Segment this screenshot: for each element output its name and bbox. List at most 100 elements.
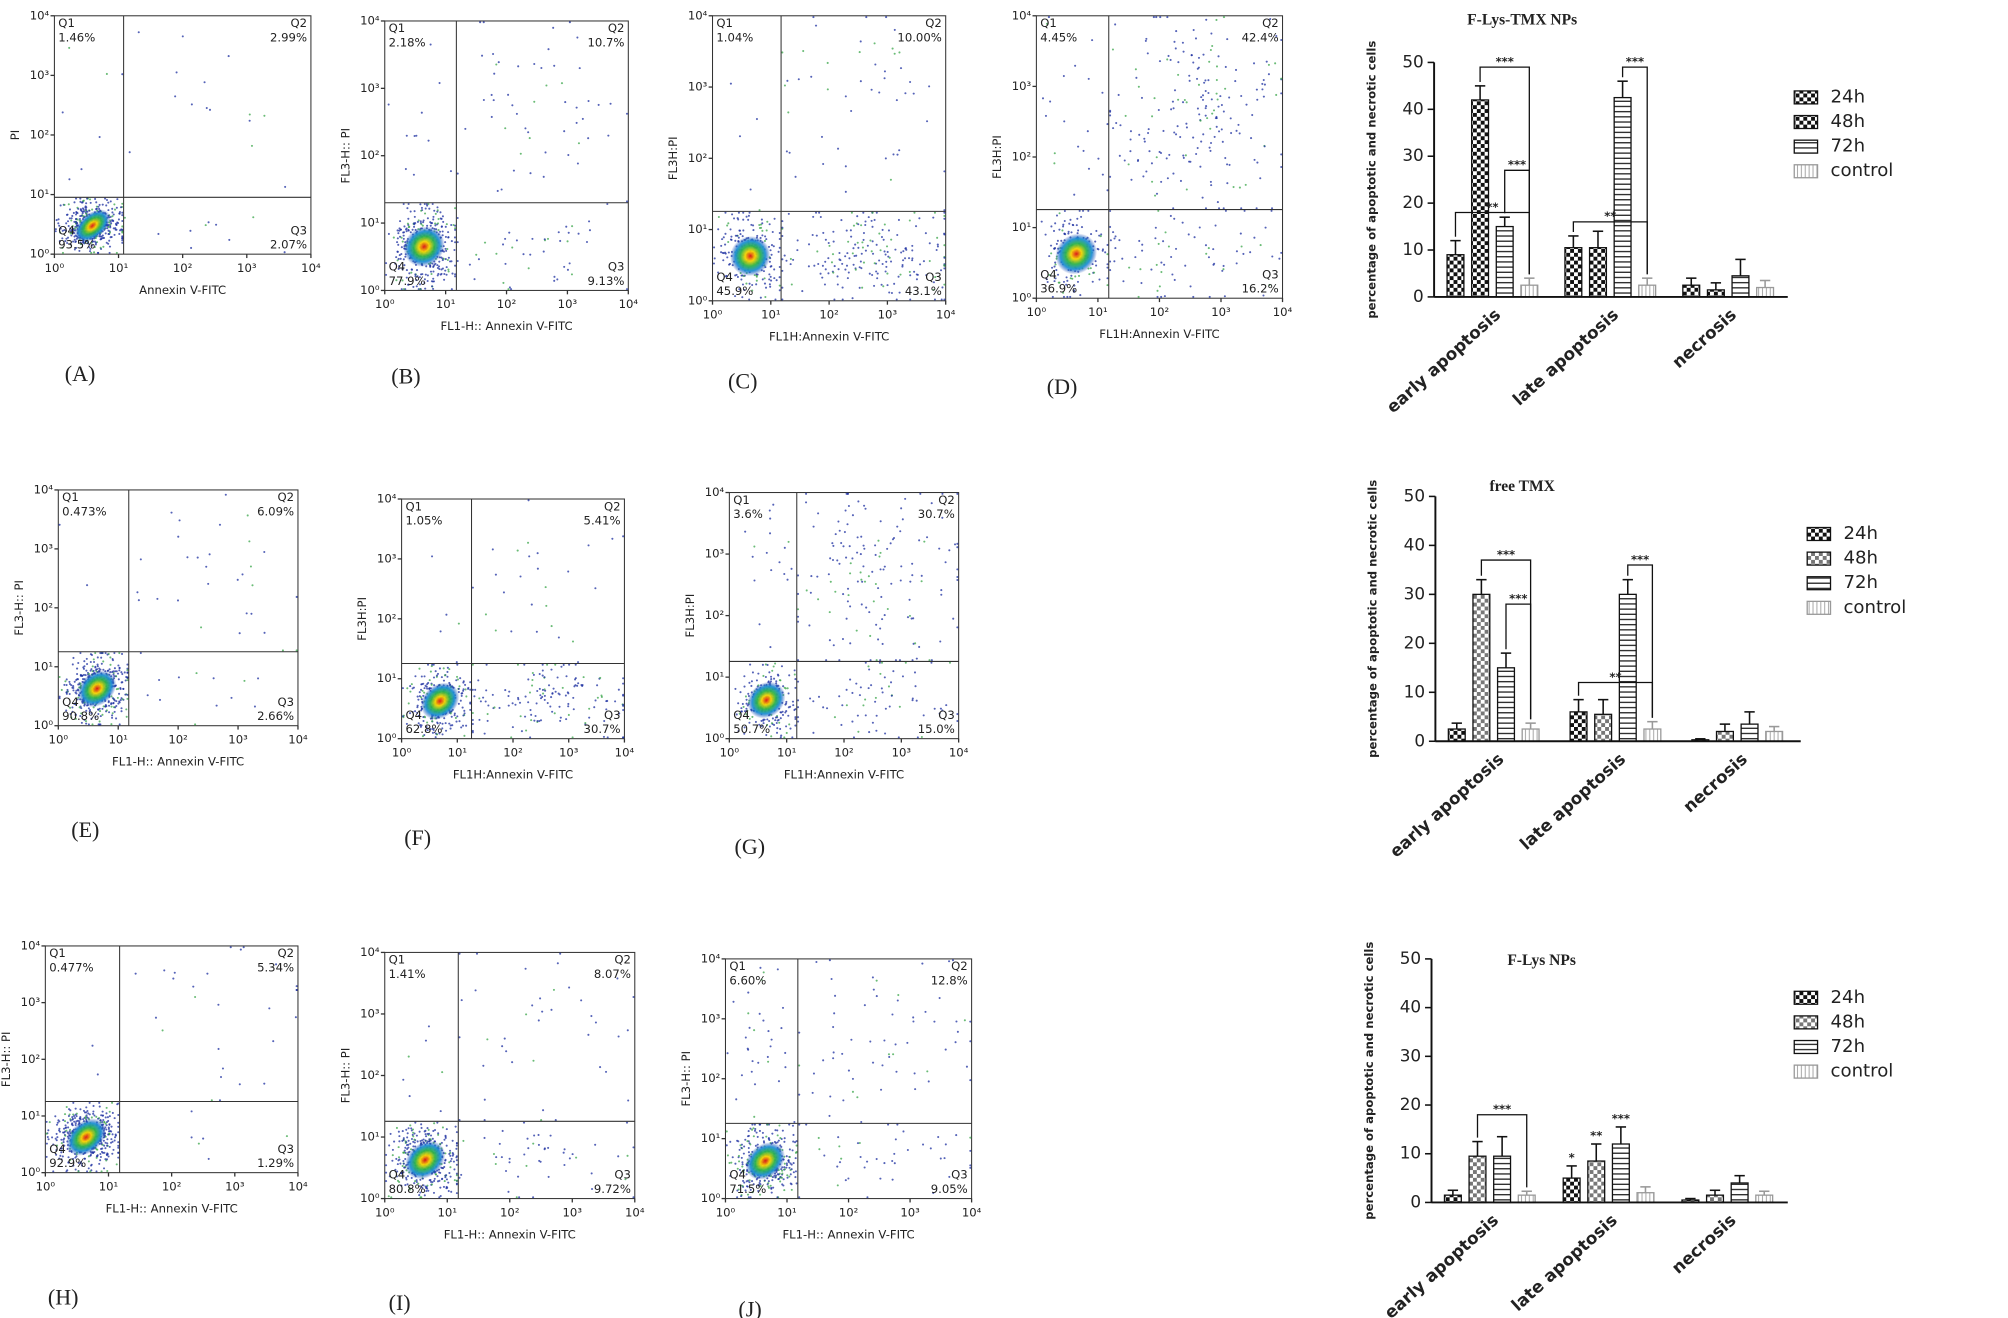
- event-dot: [536, 720, 539, 723]
- event-dot: [45, 1132, 48, 1135]
- event-dot: [880, 661, 884, 664]
- event-dot: [446, 258, 449, 262]
- event-dot: [429, 43, 432, 46]
- event-dot: [777, 718, 780, 721]
- event-dot: [879, 627, 882, 630]
- event-dot: [1243, 209, 1246, 212]
- event-dot: [432, 676, 436, 679]
- event-dot: [530, 719, 533, 722]
- event-dot: [121, 211, 124, 214]
- event-dot: [871, 570, 874, 573]
- event-dot: [1109, 109, 1112, 112]
- event-dot: [1204, 107, 1207, 110]
- event-dot: [407, 1055, 410, 1058]
- event-dot: [398, 1158, 401, 1161]
- event-dot: [755, 118, 758, 121]
- event-dot: [202, 1137, 205, 1140]
- event-dot: [484, 700, 487, 703]
- event-dot: [1196, 147, 1199, 150]
- event-dot: [536, 567, 539, 570]
- event-dot: [774, 662, 777, 665]
- event-dot: [94, 243, 97, 246]
- event-dot: [1159, 16, 1162, 19]
- event-dot: [121, 219, 124, 223]
- event-dot: [1216, 201, 1219, 204]
- event-dot: [445, 1144, 448, 1147]
- event-dot: [1066, 279, 1069, 282]
- event-dot: [1069, 295, 1072, 298]
- event-dot: [87, 1160, 90, 1163]
- event-dot: [101, 1151, 105, 1154]
- event-dot: [72, 240, 75, 243]
- event-dot: [828, 959, 831, 962]
- event-dot: [564, 101, 567, 104]
- event-dot: [451, 272, 454, 275]
- event-dot: [455, 1183, 458, 1186]
- event-dot: [622, 736, 625, 739]
- event-dot: [122, 687, 125, 690]
- event-dot: [458, 720, 461, 723]
- event-dot: [541, 674, 544, 677]
- event-dot: [94, 716, 97, 719]
- event-dot: [769, 517, 772, 520]
- event-dot: [1048, 273, 1051, 277]
- event-dot: [751, 671, 754, 674]
- event-dot: [492, 52, 495, 56]
- event-dot: [422, 221, 425, 224]
- event-dot: [554, 663, 557, 666]
- event-dot: [95, 1155, 98, 1158]
- event-dot: [178, 519, 181, 522]
- event-dot: [939, 1157, 942, 1160]
- event-dot: [798, 1093, 801, 1096]
- event-dot: [871, 211, 874, 214]
- event-dot: [415, 1179, 418, 1182]
- event-dot: [1192, 295, 1195, 298]
- event-dot: [781, 234, 784, 238]
- event-dot: [400, 246, 403, 249]
- event-dot: [119, 688, 122, 691]
- event-dot: [432, 270, 435, 273]
- panel-label: (D): [1047, 374, 1078, 399]
- event-dot: [67, 1126, 70, 1129]
- event-dot: [399, 1162, 402, 1165]
- event-dot: [786, 687, 789, 690]
- event-dot: [758, 209, 761, 212]
- event-dot: [1197, 56, 1201, 59]
- event-dot: [847, 504, 850, 508]
- event-dot: [102, 660, 105, 663]
- event-dot: [784, 687, 787, 690]
- event-dot: [413, 134, 416, 138]
- event-dot: [1095, 264, 1098, 267]
- event-dot: [1202, 53, 1205, 56]
- event-dot: [861, 246, 864, 249]
- event-dot: [713, 257, 716, 260]
- event-dot: [420, 1126, 423, 1130]
- event-dot: [1053, 162, 1056, 165]
- event-dot: [567, 705, 570, 708]
- event-dot: [73, 232, 76, 235]
- event-dot: [785, 259, 788, 262]
- event-dot: [115, 704, 118, 708]
- event-dot: [94, 197, 97, 201]
- event-dot: [448, 1152, 451, 1156]
- event-dot: [943, 264, 946, 267]
- event-dot: [1130, 178, 1133, 181]
- event-dot: [831, 558, 835, 562]
- event-dot: [90, 1163, 93, 1166]
- event-dot: [1280, 77, 1283, 80]
- event-dot: [577, 682, 580, 685]
- event-dot: [111, 697, 115, 700]
- event-dot: [437, 218, 440, 221]
- event-dot: [632, 995, 635, 999]
- event-dot: [1044, 114, 1048, 117]
- event-dot: [1123, 159, 1126, 162]
- event-dot: [85, 669, 88, 672]
- event-dot: [409, 1124, 412, 1127]
- event-dot: [948, 549, 951, 552]
- event-dot: [67, 1115, 70, 1118]
- event-dot: [868, 668, 871, 671]
- event-dot: [1220, 128, 1223, 131]
- event-dot: [423, 675, 426, 678]
- event-dot: [873, 284, 876, 287]
- x-tick-label: 10⁰: [375, 1205, 395, 1219]
